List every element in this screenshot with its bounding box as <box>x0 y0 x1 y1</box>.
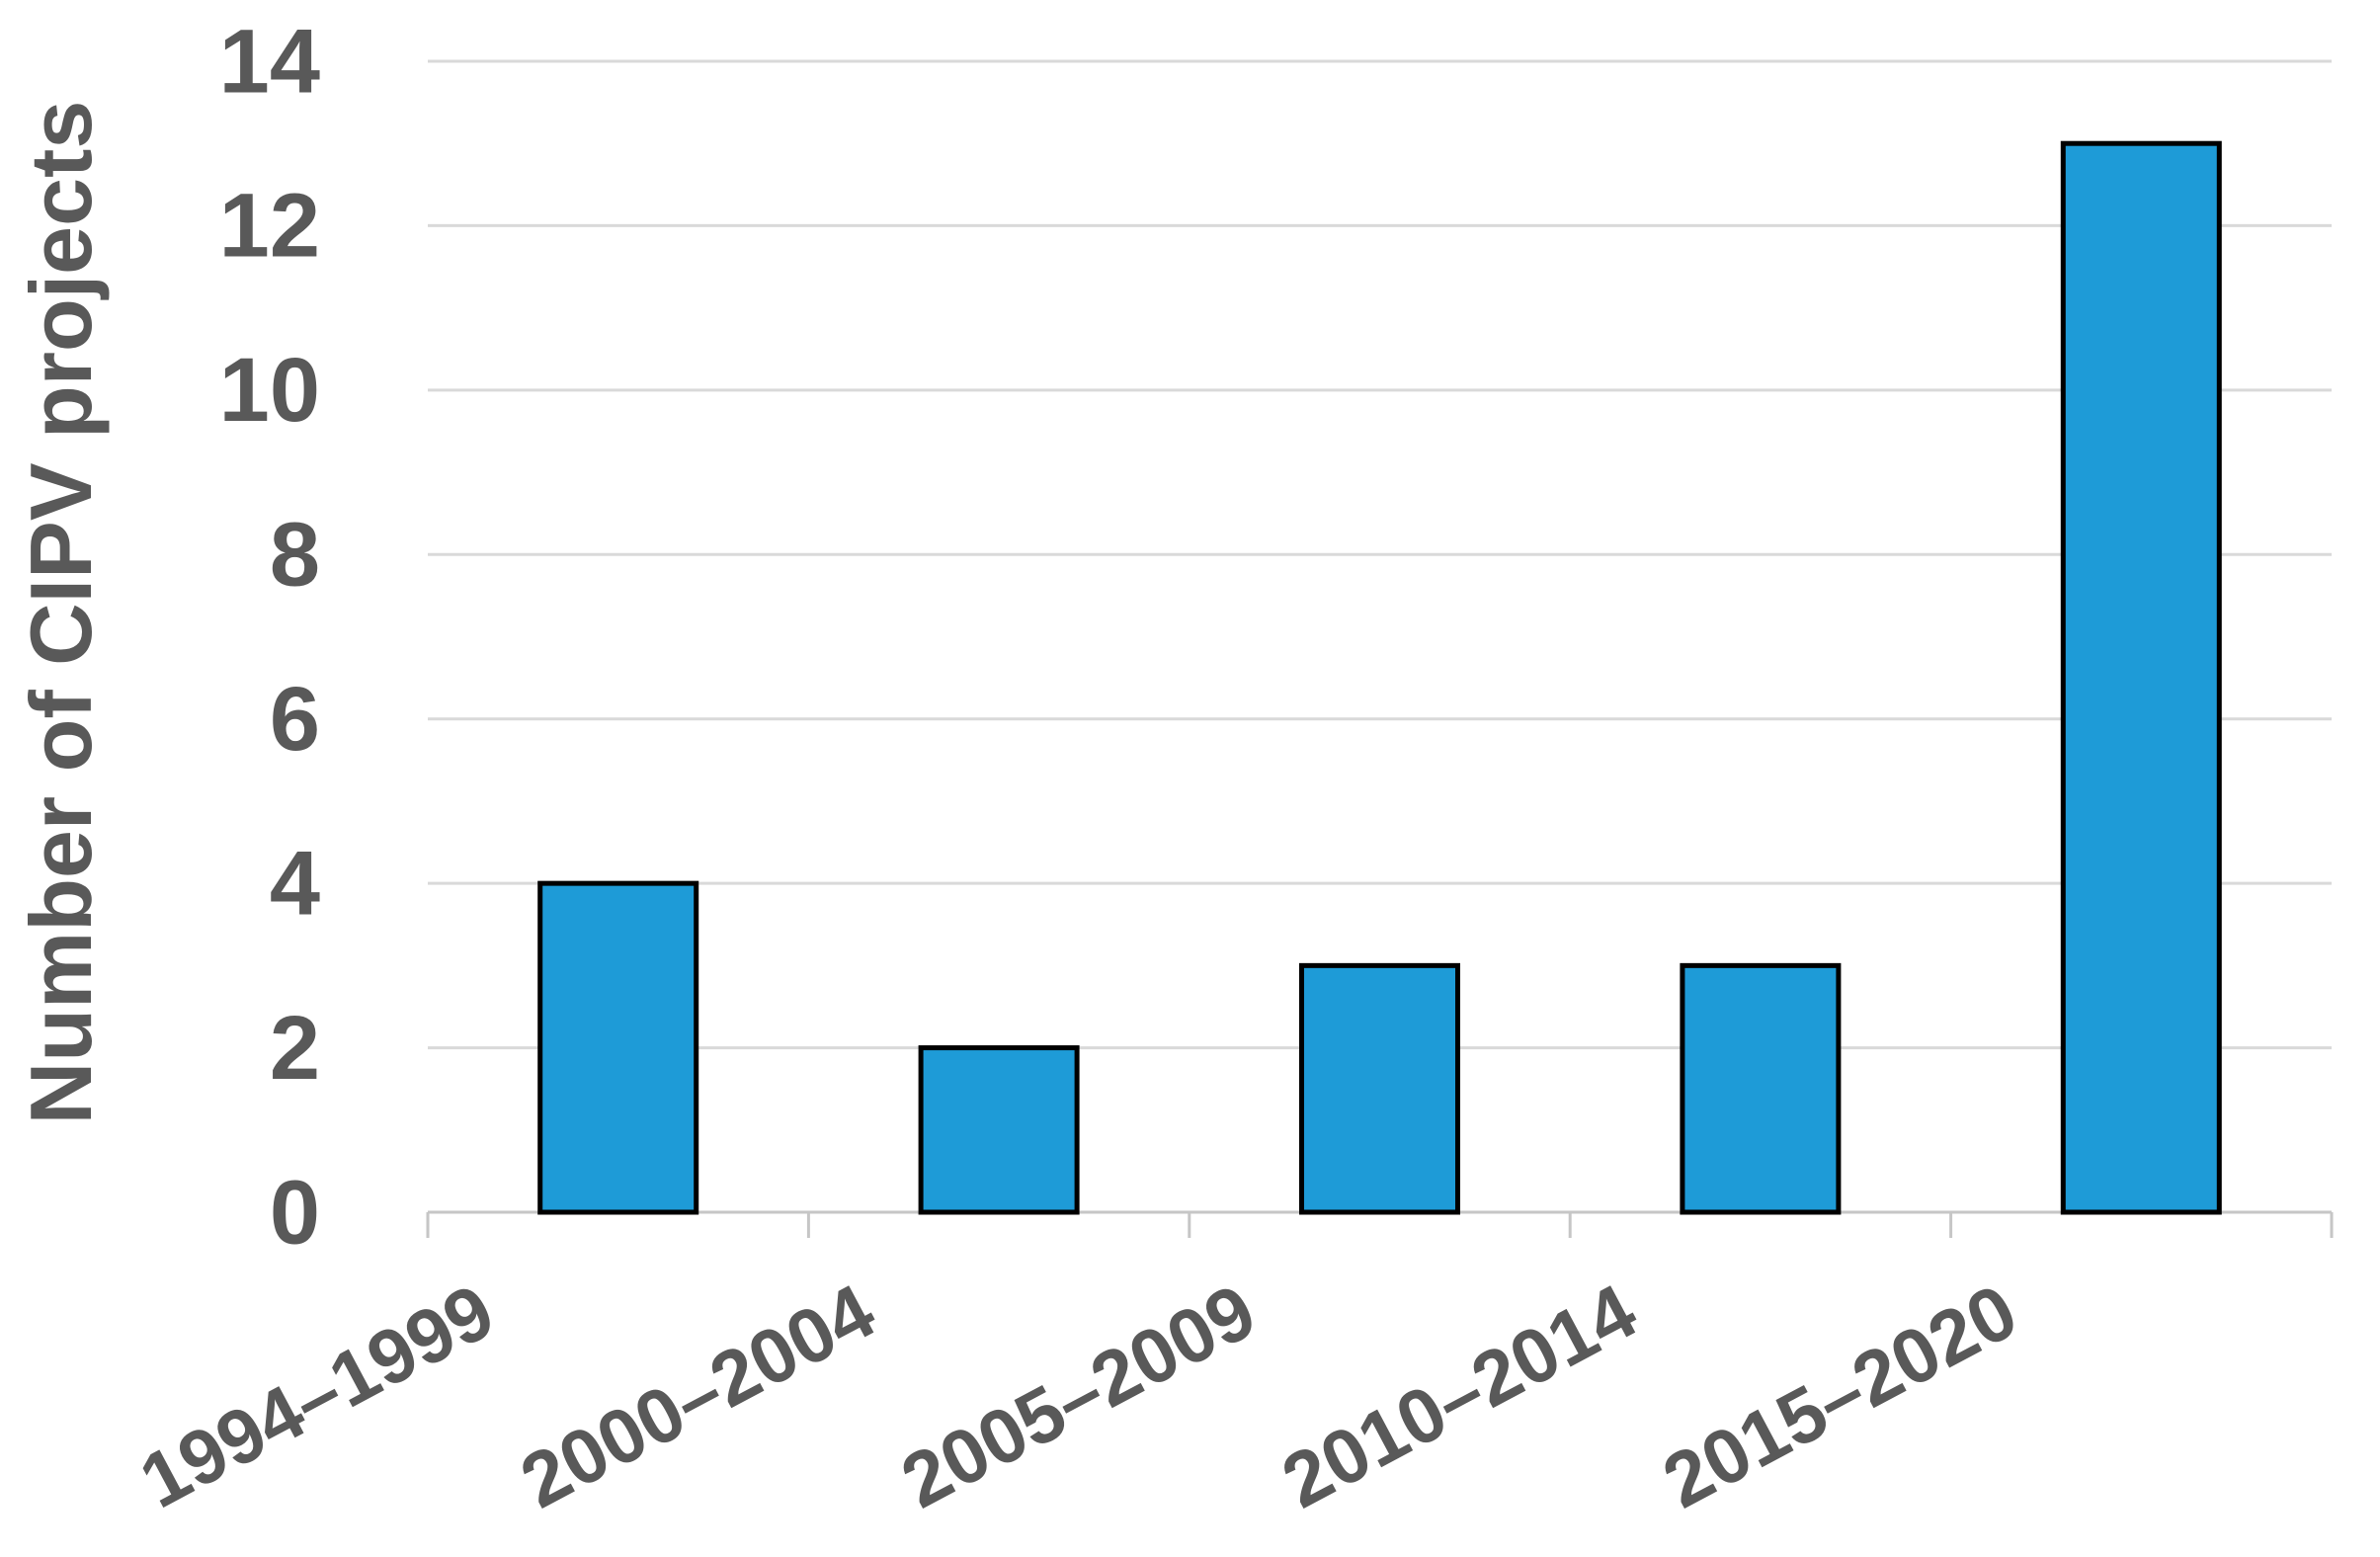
y-gridlines <box>428 59 2332 1050</box>
x-axis <box>426 1210 2334 1238</box>
bar-2010-2014 <box>1680 962 1842 1215</box>
bar-2015-2020 <box>2060 140 2222 1215</box>
y-tick-label-4: 4 <box>270 833 320 934</box>
y-axis-title: Number of CIPV projects <box>12 101 110 1125</box>
x-tick-label-2015-2020: 2015–2020 <box>1649 1267 2030 1524</box>
x-tick-labels: 1994–1999 2000–2004 2005–2009 2010–2014 2015… <box>126 1267 2031 1524</box>
x-tick-label-2000-2004: 2000–2004 <box>507 1267 888 1524</box>
y-tick-label-8: 8 <box>270 505 320 606</box>
bar-1994-1999 <box>537 880 699 1215</box>
y-tick-label-10: 10 <box>219 340 320 441</box>
bar-2005-2009 <box>1299 962 1460 1215</box>
bar-2000-2004 <box>918 1045 1080 1215</box>
y-tick-labels: 0 2 4 6 8 10 12 14 <box>219 11 320 1263</box>
y-tick-label-12: 12 <box>219 176 320 277</box>
bars <box>537 140 2222 1215</box>
y-tick-label-0: 0 <box>270 1162 320 1263</box>
x-tick-label-1994-1999: 1994–1999 <box>126 1267 508 1524</box>
y-tick-label-14: 14 <box>219 11 320 112</box>
x-tick-label-2005-2009: 2005–2009 <box>887 1267 1269 1524</box>
y-tick-label-6: 6 <box>270 669 320 770</box>
y-tick-label-2: 2 <box>270 998 320 1099</box>
x-tick-label-2010-2014: 2010–2014 <box>1269 1267 1650 1524</box>
